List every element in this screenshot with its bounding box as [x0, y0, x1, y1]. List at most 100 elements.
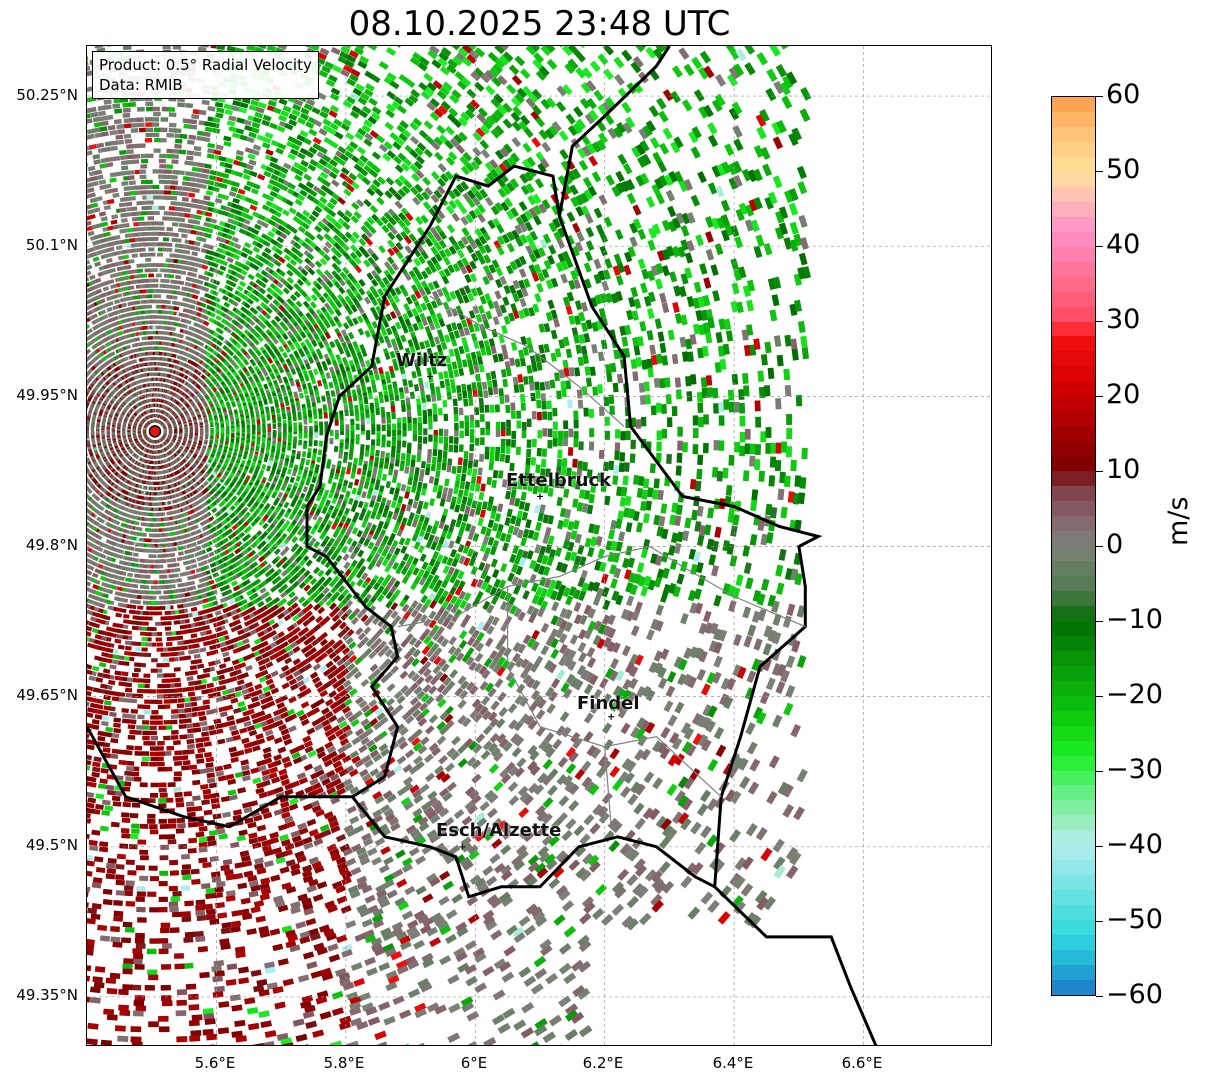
radar-echo-cell [254, 407, 259, 413]
radar-echo-cell [236, 422, 240, 429]
radar-echo-cell [124, 550, 131, 556]
radar-echo-cell [154, 559, 161, 564]
radar-echo-cell [200, 428, 204, 433]
radar-echo-cell [126, 322, 133, 328]
radar-echo-cell [129, 530, 136, 536]
radar-echo-cell [134, 300, 141, 305]
chart-title: 08.10.2025 23:48 UTC [348, 4, 731, 44]
radar-echo-cell [272, 423, 277, 429]
radar-echo-cell [87, 323, 91, 330]
radar-echo-cell [241, 427, 246, 433]
radar-echo-cell [256, 419, 261, 426]
radar-echo-cell [184, 549, 191, 555]
radar-echo-cell [142, 325, 148, 330]
radar-echo-cell [194, 551, 201, 557]
radar-echo-cell [196, 556, 203, 562]
radar-echo-cell [134, 547, 141, 552]
radar-echo-cell [261, 463, 267, 471]
radar-echo-cell [261, 436, 266, 443]
radar-echo-cell [139, 558, 145, 563]
radar-echo-cell [282, 413, 287, 420]
radar-echo-cell [167, 563, 174, 568]
radar-echo-cell [120, 522, 127, 528]
radar-echo-cell [248, 405, 254, 412]
radar-echo-cell [112, 315, 119, 321]
radar-echo-cell [91, 440, 96, 446]
radar-echo-cell [107, 301, 114, 307]
radar-echo-cell [139, 362, 145, 368]
radar-echo-cell [125, 344, 132, 350]
radar-echo-cell [186, 543, 193, 549]
radar-echo-cell [263, 456, 269, 463]
radar-echo-cell [185, 319, 192, 325]
radar-echo-cell [121, 528, 128, 534]
radar-echo-cell [132, 552, 139, 557]
radar-echo-cell [231, 401, 237, 408]
radar-echo-cell [148, 372, 154, 377]
radar-echo-cell [153, 315, 159, 319]
radar-echo-cell [139, 537, 145, 542]
radar-echo-cell [106, 306, 113, 313]
radar-echo-cell [116, 543, 123, 549]
radar-echo-cell [231, 427, 235, 433]
radar-echo-cell [280, 453, 285, 461]
radar-echo-cell [87, 348, 92, 355]
radar-echo-cell [179, 428, 183, 433]
radar-echo-cell [246, 427, 251, 433]
radar-echo-cell [210, 427, 214, 433]
radar-echo-cell [171, 353, 177, 359]
radar-echo-cell [174, 316, 181, 322]
radar-echo-cell [90, 430, 95, 435]
radar-echo-cell [266, 415, 271, 421]
radar-echo-cell [96, 430, 100, 435]
radar-echo-cell [144, 528, 151, 532]
radar-echo-cell [205, 427, 209, 433]
radar-echo-cell [204, 434, 209, 440]
radar-echo-cell [225, 427, 230, 433]
radar-echo-cell [170, 536, 176, 542]
radar-echo-cell [220, 427, 225, 433]
radar-echo-cell [155, 294, 162, 299]
radar-echo-cell [148, 533, 155, 538]
radar-echo-cell [178, 333, 184, 339]
radar-echo-cell [268, 398, 274, 405]
radar-echo-cell [140, 522, 146, 527]
radar-echo-layer [87, 46, 812, 1045]
radar-echo-cell [171, 332, 178, 337]
radar-echo-cell [146, 538, 152, 543]
radar-echo-cell [165, 300, 171, 305]
radar-echo-cell [261, 418, 266, 424]
radar-echo-cell [275, 468, 281, 476]
radar-map[interactable] [87, 46, 992, 1046]
radar-echo-cell [177, 551, 184, 556]
radar-echo-cell [274, 402, 280, 409]
radar-echo-cell [168, 429, 173, 434]
radar-echo-cell [194, 428, 199, 433]
radar-echo-cell [135, 526, 141, 531]
radar-echo-cell [184, 428, 188, 434]
radar-echo-cell [171, 295, 178, 300]
radar-echo-cell [242, 453, 248, 460]
radar-echo-cell [113, 299, 121, 305]
radar-echo-cell [147, 517, 153, 522]
radar-echo-cell [252, 456, 258, 463]
radar-echo-cell [131, 536, 137, 541]
radar-echo-cell [122, 555, 130, 561]
map-panel[interactable] [86, 45, 992, 1046]
radar-echo-cell [134, 337, 141, 342]
radar-echo-cell [87, 429, 90, 435]
radar-echo-cell [275, 407, 281, 414]
radar-echo-cell [120, 302, 128, 308]
radar-echo-cell [266, 465, 272, 472]
radar-echo-cell [163, 429, 167, 434]
radar-echo-cell [272, 417, 277, 424]
radar-echo-cell [263, 383, 269, 390]
radar-echo-cell [267, 426, 272, 432]
radar-echo-cell [189, 428, 193, 433]
radar-echo-cell [257, 427, 261, 433]
radar-echo-cell [176, 556, 183, 562]
radar-echo-cell [146, 304, 153, 309]
radar-echo-cell [87, 451, 88, 457]
radar-echo-cell [262, 427, 266, 433]
radar-echo-cell [248, 452, 254, 459]
